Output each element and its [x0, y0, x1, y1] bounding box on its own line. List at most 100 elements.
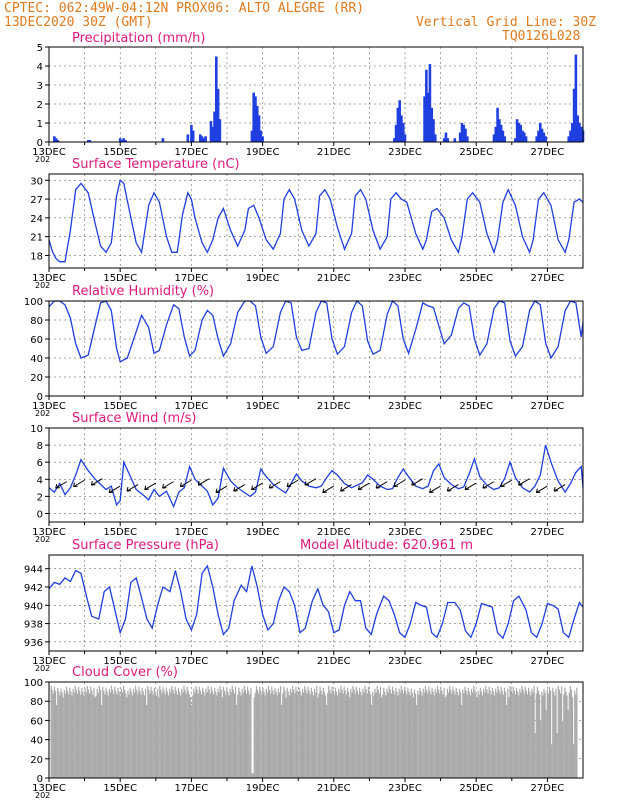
wind-arrow: [340, 484, 352, 492]
cloud-bar: [160, 689, 162, 778]
cloud-bar: [166, 691, 169, 778]
header-station: CPTEC: 062:49W-04:12N PROX06: ALTO ALEGR…: [4, 1, 364, 16]
precip-bar: [569, 130, 572, 142]
cloud-bar: [308, 690, 310, 778]
cloud-bar: [376, 685, 378, 778]
cloud-bar: [538, 694, 541, 778]
precip-bar: [538, 123, 542, 142]
cloud-bar: [323, 691, 326, 778]
cloud-bar: [278, 692, 281, 778]
cloud-bar: [566, 695, 568, 778]
cloud-bar: [128, 694, 130, 778]
cloud-bar: [521, 685, 523, 778]
x-tick-label: 15DEC: [103, 147, 137, 158]
cloud-bar: [53, 686, 56, 778]
cloud-bar: [348, 691, 350, 778]
cloud-bar: [391, 686, 394, 778]
cloud-bar: [74, 685, 76, 778]
cloud-bar: [432, 691, 434, 778]
y-tick-label: 2: [37, 100, 43, 111]
cloud-bar: [142, 691, 144, 778]
cloud-bar: [312, 695, 315, 778]
cloud-bar: [529, 691, 531, 778]
y-tick-label: 10: [30, 424, 43, 435]
y-tick-label: 944: [24, 565, 43, 576]
cloud-bar: [445, 695, 447, 778]
wind-arrow-head: [464, 485, 467, 490]
x-tick-label: 15DEC: [103, 783, 137, 794]
precip-bar: [216, 88, 220, 142]
cloud-bar: [290, 692, 293, 778]
cloud-bar: [452, 686, 454, 778]
cloud-bar: [335, 691, 338, 778]
cloud-bar: [545, 709, 547, 778]
cloud-bar: [76, 693, 79, 778]
cloud-bar: [95, 695, 97, 778]
cloud-bar: [309, 694, 311, 778]
cloud-bar: [504, 691, 507, 778]
cloud-bar: [240, 695, 242, 778]
wind-arrow-head: [180, 485, 185, 488]
precip-bar: [393, 138, 396, 142]
wind-arrow-head: [90, 481, 93, 486]
precip-bar: [401, 123, 405, 142]
cloud-bar: [107, 695, 109, 778]
cloud-bar: [541, 691, 543, 778]
cloud-bar: [443, 687, 445, 778]
precip-bar: [259, 130, 263, 142]
wind-arrow-head: [215, 488, 218, 493]
wind-arrow-head: [429, 491, 434, 494]
cloud-bar: [560, 686, 563, 778]
cloud-bar: [435, 692, 438, 778]
wind-arrow: [91, 478, 103, 486]
cloud-bar: [233, 693, 236, 778]
y-tick-label: 20: [30, 373, 43, 384]
precip-bar: [466, 136, 469, 142]
cloud-bar: [495, 688, 497, 778]
cloud-bar: [282, 693, 284, 778]
cloud-bar: [522, 689, 524, 778]
cloud-bar: [155, 695, 158, 778]
cloud-bar: [398, 688, 400, 778]
cloud-bar: [281, 705, 283, 778]
precip-bar: [200, 136, 204, 142]
cloud-bar: [152, 694, 154, 778]
x-tick-label: 21DEC: [317, 527, 351, 538]
wind-arrow-head: [553, 486, 556, 492]
x-tick-label: 27DEC: [531, 273, 565, 284]
cloud-bar: [397, 695, 399, 778]
cloud-bar: [458, 688, 461, 778]
cloud-bar: [250, 687, 252, 778]
precip-bar: [257, 115, 261, 142]
x-tick-label: 15DEC: [103, 401, 137, 412]
x-tick-label: 13DEC: [32, 783, 66, 794]
x-tick-label: 25DEC: [459, 783, 493, 794]
x-tick-label: 13DEC: [32, 147, 66, 158]
cloud-bar: [419, 687, 421, 778]
cloud-bar: [136, 689, 138, 778]
cloud-bar: [558, 689, 560, 778]
cloud-bar: [553, 691, 555, 778]
cloud-bar: [253, 697, 255, 778]
precip-bar: [542, 132, 546, 142]
cloud-bar: [327, 692, 329, 778]
cloud-bar: [93, 687, 95, 778]
cloud-bar: [556, 732, 558, 778]
precip-bar: [540, 128, 544, 142]
wind-arrow-head: [55, 487, 60, 489]
cloud-bar: [365, 689, 367, 778]
cloud-bar: [98, 685, 101, 778]
cloud-bar: [294, 693, 296, 778]
cloud-bar: [50, 685, 52, 778]
cloud-bar: [342, 693, 344, 778]
cloud-bar: [110, 685, 113, 778]
cloud-bar: [330, 693, 332, 778]
cloud-bar: [217, 688, 219, 778]
cloud-bar: [223, 690, 226, 778]
cloud-bar: [227, 691, 229, 778]
y-tick-label: 938: [24, 620, 43, 631]
cloud-bar: [377, 689, 379, 778]
y-tick-label: 20: [30, 755, 43, 766]
cloud-bar: [473, 685, 475, 778]
cloud-bar: [319, 686, 321, 778]
